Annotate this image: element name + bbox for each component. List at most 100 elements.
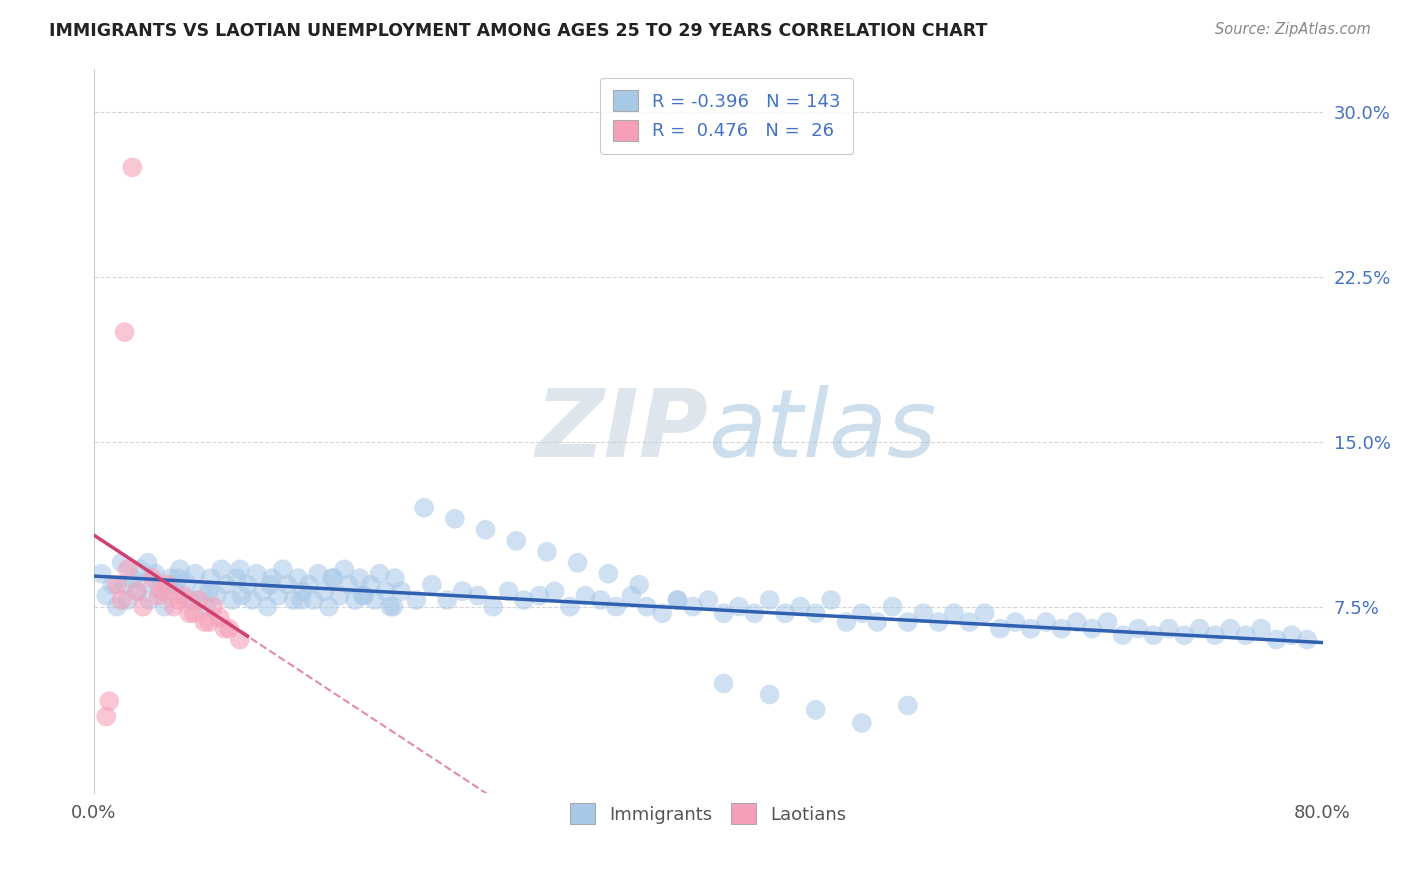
Point <box>364 593 387 607</box>
Point <box>169 562 191 576</box>
Point <box>110 593 132 607</box>
Point <box>1066 615 1088 629</box>
Point <box>200 571 222 585</box>
Point <box>121 161 143 175</box>
Point <box>368 566 391 581</box>
Text: ZIP: ZIP <box>536 385 709 477</box>
Point <box>713 676 735 690</box>
Point <box>240 593 263 607</box>
Point <box>184 566 207 581</box>
Point <box>209 562 232 576</box>
Point <box>558 599 581 614</box>
Point <box>742 606 765 620</box>
Point <box>1173 628 1195 642</box>
Point <box>179 606 201 620</box>
Point <box>214 622 236 636</box>
Point <box>413 500 436 515</box>
Point <box>129 562 152 576</box>
Point <box>866 615 889 629</box>
Point <box>851 716 873 731</box>
Point <box>252 584 274 599</box>
Point <box>374 584 396 599</box>
Point <box>666 593 689 607</box>
Point <box>536 545 558 559</box>
Point <box>163 599 186 614</box>
Point <box>183 606 205 620</box>
Point <box>436 593 458 607</box>
Point <box>152 584 174 599</box>
Point <box>236 577 259 591</box>
Point <box>420 577 443 591</box>
Point <box>928 615 950 629</box>
Text: IMMIGRANTS VS LAOTIAN UNEMPLOYMENT AMONG AGES 25 TO 29 YEARS CORRELATION CHART: IMMIGRANTS VS LAOTIAN UNEMPLOYMENT AMONG… <box>49 22 987 40</box>
Point <box>513 593 536 607</box>
Point <box>789 599 811 614</box>
Point <box>598 566 620 581</box>
Point <box>1097 615 1119 629</box>
Point <box>195 599 218 614</box>
Point <box>125 584 148 599</box>
Point <box>728 599 751 614</box>
Point <box>267 589 290 603</box>
Point <box>804 703 827 717</box>
Point <box>620 589 643 603</box>
Point <box>1219 622 1241 636</box>
Point <box>221 593 243 607</box>
Point <box>141 571 163 585</box>
Point <box>117 593 139 607</box>
Point <box>290 593 312 607</box>
Point <box>149 582 172 596</box>
Point <box>180 593 202 607</box>
Point <box>114 577 136 591</box>
Point <box>229 632 252 647</box>
Point <box>957 615 980 629</box>
Point <box>302 593 325 607</box>
Point <box>283 593 305 607</box>
Point <box>359 577 381 591</box>
Point <box>804 606 827 620</box>
Point <box>96 709 118 723</box>
Point <box>90 566 112 581</box>
Point <box>187 593 209 607</box>
Point <box>1265 632 1288 647</box>
Point <box>1112 628 1135 642</box>
Point <box>159 571 181 585</box>
Point <box>605 599 627 614</box>
Legend: Immigrants, Laotians: Immigrants, Laotians <box>560 792 858 835</box>
Point <box>1142 628 1164 642</box>
Point <box>218 622 240 636</box>
Point <box>291 584 314 599</box>
Point <box>988 622 1011 636</box>
Point <box>567 556 589 570</box>
Point <box>773 606 796 620</box>
Point <box>321 571 343 585</box>
Point <box>205 589 228 603</box>
Point <box>105 577 128 591</box>
Point <box>262 571 284 585</box>
Point <box>1019 622 1042 636</box>
Point <box>231 589 253 603</box>
Point <box>1004 615 1026 629</box>
Point <box>148 589 170 603</box>
Point <box>467 589 489 603</box>
Point <box>651 606 673 620</box>
Point <box>125 584 148 599</box>
Point <box>897 698 920 713</box>
Point <box>474 523 496 537</box>
Point <box>897 615 920 629</box>
Point <box>143 566 166 581</box>
Point <box>165 584 187 599</box>
Point <box>138 593 160 607</box>
Point <box>318 599 340 614</box>
Point <box>482 599 505 614</box>
Point <box>682 599 704 614</box>
Point <box>246 566 269 581</box>
Point <box>543 584 565 599</box>
Point <box>156 577 179 591</box>
Point <box>529 589 551 603</box>
Point <box>121 571 143 585</box>
Point <box>329 589 352 603</box>
Point <box>1035 615 1057 629</box>
Point <box>443 512 465 526</box>
Point <box>758 688 780 702</box>
